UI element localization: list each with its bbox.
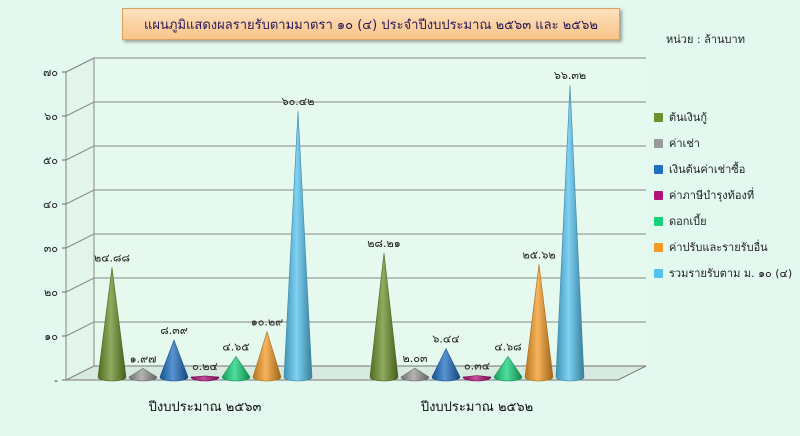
- side-wall: [65, 57, 95, 381]
- data-label: ๒๘.๒๑: [367, 237, 400, 250]
- x-category-label: ปีงบประมาณ ๒๕๖๓: [148, 399, 262, 415]
- cone-bar: [159, 339, 189, 382]
- legend-swatch: [654, 190, 663, 200]
- legend-label: ต้นเงินกู้: [669, 111, 707, 124]
- cone-bar: [555, 85, 585, 382]
- legend-swatch: [654, 216, 663, 226]
- data-label: ๔.๖๘: [494, 340, 521, 353]
- legend-swatch: [654, 164, 663, 174]
- legend-label: ค่าปรับและรายรับอื่น: [669, 241, 768, 254]
- cone-bar: [462, 375, 492, 382]
- back-wall: [94, 58, 646, 366]
- x-category-label: ปีงบประมาณ ๒๕๖๒: [420, 399, 533, 415]
- y-tick-label: ๔๐: [43, 198, 58, 211]
- gridline: [65, 277, 646, 293]
- cone-bar: [190, 375, 220, 382]
- cone-bar: [97, 267, 127, 382]
- legend-item: ต้นเงินกู้: [654, 104, 792, 130]
- legend-swatch: [654, 268, 663, 278]
- chart-title: แผนภูมิแสดงผลรายรับตามมาตรา ๑๐ (๔) ประจำ…: [122, 8, 620, 40]
- legend-item: ค่าภาษีบำรุงท้องที่: [654, 182, 792, 208]
- gridline: [65, 233, 646, 249]
- legend-label: ค่าภาษีบำรุงท้องที่: [669, 189, 755, 202]
- cone-bar: [252, 330, 282, 382]
- y-tick-label: ๗๐: [43, 66, 58, 79]
- data-label: ๐.๓๔: [464, 360, 490, 373]
- cone-bar: [128, 367, 158, 382]
- data-label: ๖๖.๓๒: [554, 69, 586, 82]
- cone-bar: [400, 367, 430, 382]
- legend-swatch: [654, 112, 663, 122]
- legend-label: ค่าเช่า: [669, 137, 700, 150]
- legend-item: ค่าเช่า: [654, 130, 792, 156]
- cone-bar: [493, 355, 523, 382]
- data-label: ๑๐.๒๙: [251, 316, 284, 329]
- legend-label: รวมรายรับตาม ม. ๑๐ (๔): [669, 267, 793, 280]
- gridline: [65, 321, 646, 337]
- legend-item: เงินต้นค่าเช่าซื้อ: [654, 156, 792, 182]
- gridline: [65, 189, 646, 205]
- unit-label: หน่วย : ล้านบาท: [666, 33, 745, 46]
- data-label: ๒๕.๖๒: [522, 248, 555, 261]
- legend-swatch: [654, 138, 663, 148]
- legend-label: เงินต้นค่าเช่าซื้อ: [669, 163, 746, 176]
- legend-item: ดอกเบี้ย: [654, 208, 792, 234]
- gridline: [65, 57, 646, 73]
- y-tick-label: -: [54, 374, 58, 387]
- y-tick-label: ๖๐: [44, 110, 58, 123]
- y-tick-label: ๒๐: [44, 286, 58, 299]
- cone-bar: [221, 356, 251, 382]
- legend-item: รวมรายรับตาม ม. ๑๐ (๔): [654, 260, 792, 286]
- cone-bar: [283, 111, 313, 382]
- y-tick-label: ๓๐: [44, 242, 58, 255]
- data-label: ๘.๓๙: [160, 324, 188, 337]
- legend-item: ค่าปรับและรายรับอื่น: [654, 234, 792, 260]
- data-label: ๒.๐๓: [403, 352, 428, 365]
- legend-label: ดอกเบี้ย: [669, 215, 707, 228]
- cone-bar: [431, 347, 461, 382]
- data-label: ๔.๖๕: [222, 341, 249, 354]
- data-label: ๑.๙๗: [130, 352, 157, 365]
- y-tick-label: ๑๐: [44, 330, 58, 343]
- data-label: ๒๔.๘๘: [94, 252, 130, 265]
- y-tick-label: ๕๐: [43, 154, 58, 167]
- data-label: ๖.๔๔: [432, 333, 459, 346]
- legend-swatch: [654, 242, 663, 252]
- cone-bar: [369, 252, 399, 382]
- legend: ต้นเงินกู้ค่าเช่าเงินต้นค่าเช่าซื้อค่าภา…: [654, 104, 792, 286]
- gridline: [65, 145, 646, 161]
- data-label: ๐.๒๔: [192, 360, 218, 373]
- cone-bar: [524, 264, 554, 382]
- data-label: ๖๐.๔๒: [282, 95, 315, 108]
- gridline: [65, 101, 646, 117]
